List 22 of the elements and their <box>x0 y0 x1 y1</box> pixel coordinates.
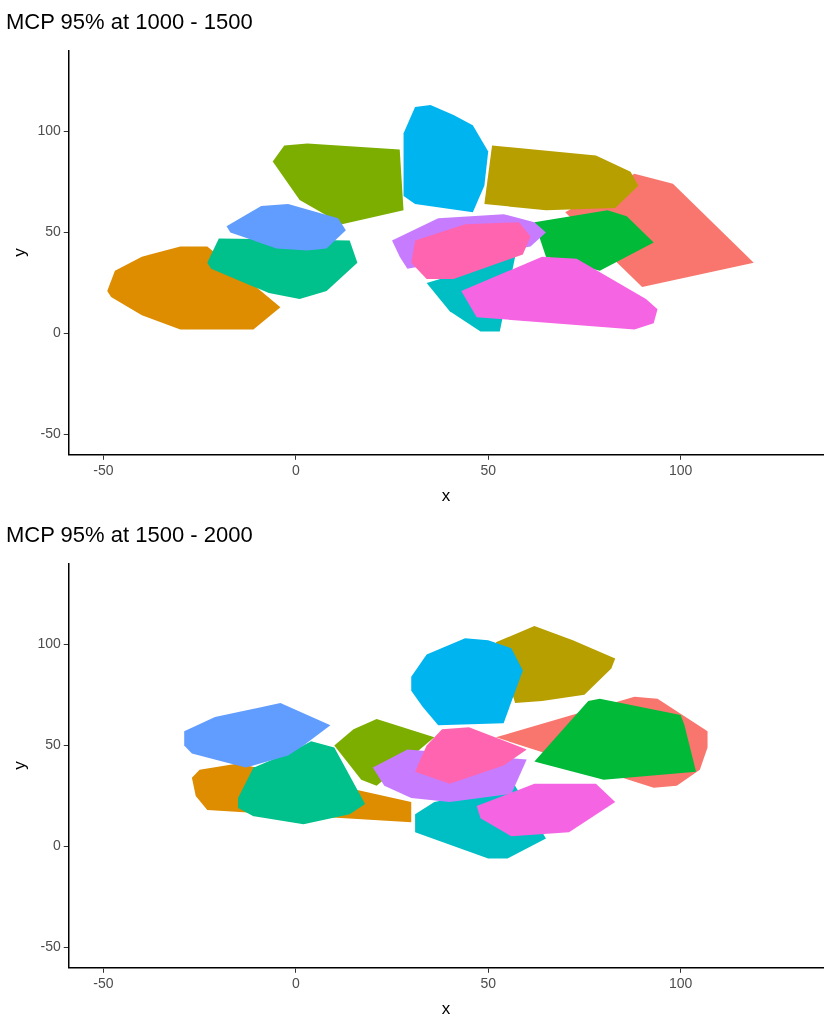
x-axis-title: x <box>441 486 451 506</box>
x-tick-label: 100 <box>668 462 693 479</box>
x-tick-label: 50 <box>480 975 497 992</box>
x-tick-label: 0 <box>291 975 300 992</box>
y-tick-label: 50 <box>45 223 61 240</box>
x-axis-title: x <box>441 999 451 1019</box>
y-tick-label: 0 <box>52 324 61 341</box>
x-tick-label: 0 <box>291 462 300 479</box>
x-tick-label: 50 <box>480 462 497 479</box>
y-tick-label: 100 <box>37 635 61 652</box>
y-tick-label: 100 <box>37 122 61 139</box>
x-tick-label: -50 <box>93 975 114 992</box>
y-tick-label: -50 <box>40 425 61 442</box>
y-tick-label: -50 <box>40 938 61 955</box>
chart-title: MCP 95% at 1500 - 2000 <box>6 522 253 548</box>
y-axis-title: y <box>9 760 29 770</box>
chart-title: MCP 95% at 1000 - 1500 <box>6 9 253 35</box>
y-tick-label: 0 <box>52 837 61 854</box>
x-tick-label: 100 <box>668 975 693 992</box>
y-tick-label: 50 <box>45 736 61 753</box>
y-axis-title: y <box>9 247 29 257</box>
x-tick-label: -50 <box>93 462 114 479</box>
